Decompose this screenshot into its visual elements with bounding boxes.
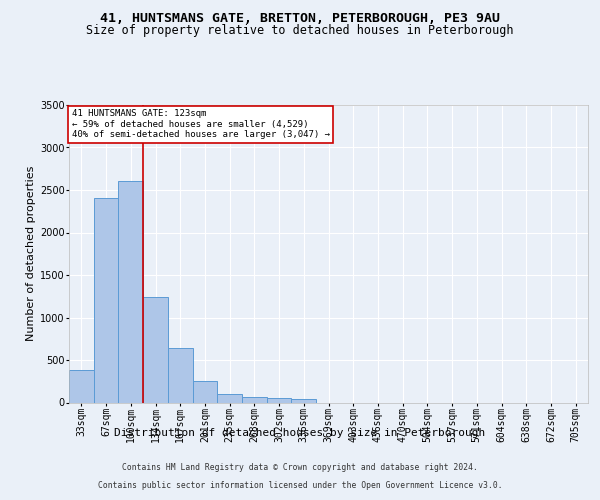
Bar [292,399,316,402]
Bar [267,398,292,402]
Bar [193,381,217,402]
Text: Contains public sector information licensed under the Open Government Licence v3: Contains public sector information licen… [98,481,502,490]
Bar [217,394,242,402]
Bar [242,398,267,402]
Y-axis label: Number of detached properties: Number of detached properties [26,166,36,342]
Text: 41, HUNTSMANS GATE, BRETTON, PETERBOROUGH, PE3 9AU: 41, HUNTSMANS GATE, BRETTON, PETERBOROUG… [100,12,500,26]
Bar [94,198,118,402]
Text: 41 HUNTSMANS GATE: 123sqm
← 59% of detached houses are smaller (4,529)
40% of se: 41 HUNTSMANS GATE: 123sqm ← 59% of detac… [71,110,329,140]
Bar [118,180,143,402]
Bar [168,348,193,403]
Text: Contains HM Land Registry data © Crown copyright and database right 2024.: Contains HM Land Registry data © Crown c… [122,464,478,472]
Bar [143,297,168,403]
Text: Size of property relative to detached houses in Peterborough: Size of property relative to detached ho… [86,24,514,37]
Text: Distribution of detached houses by size in Peterborough: Distribution of detached houses by size … [115,428,485,438]
Bar [69,370,94,402]
